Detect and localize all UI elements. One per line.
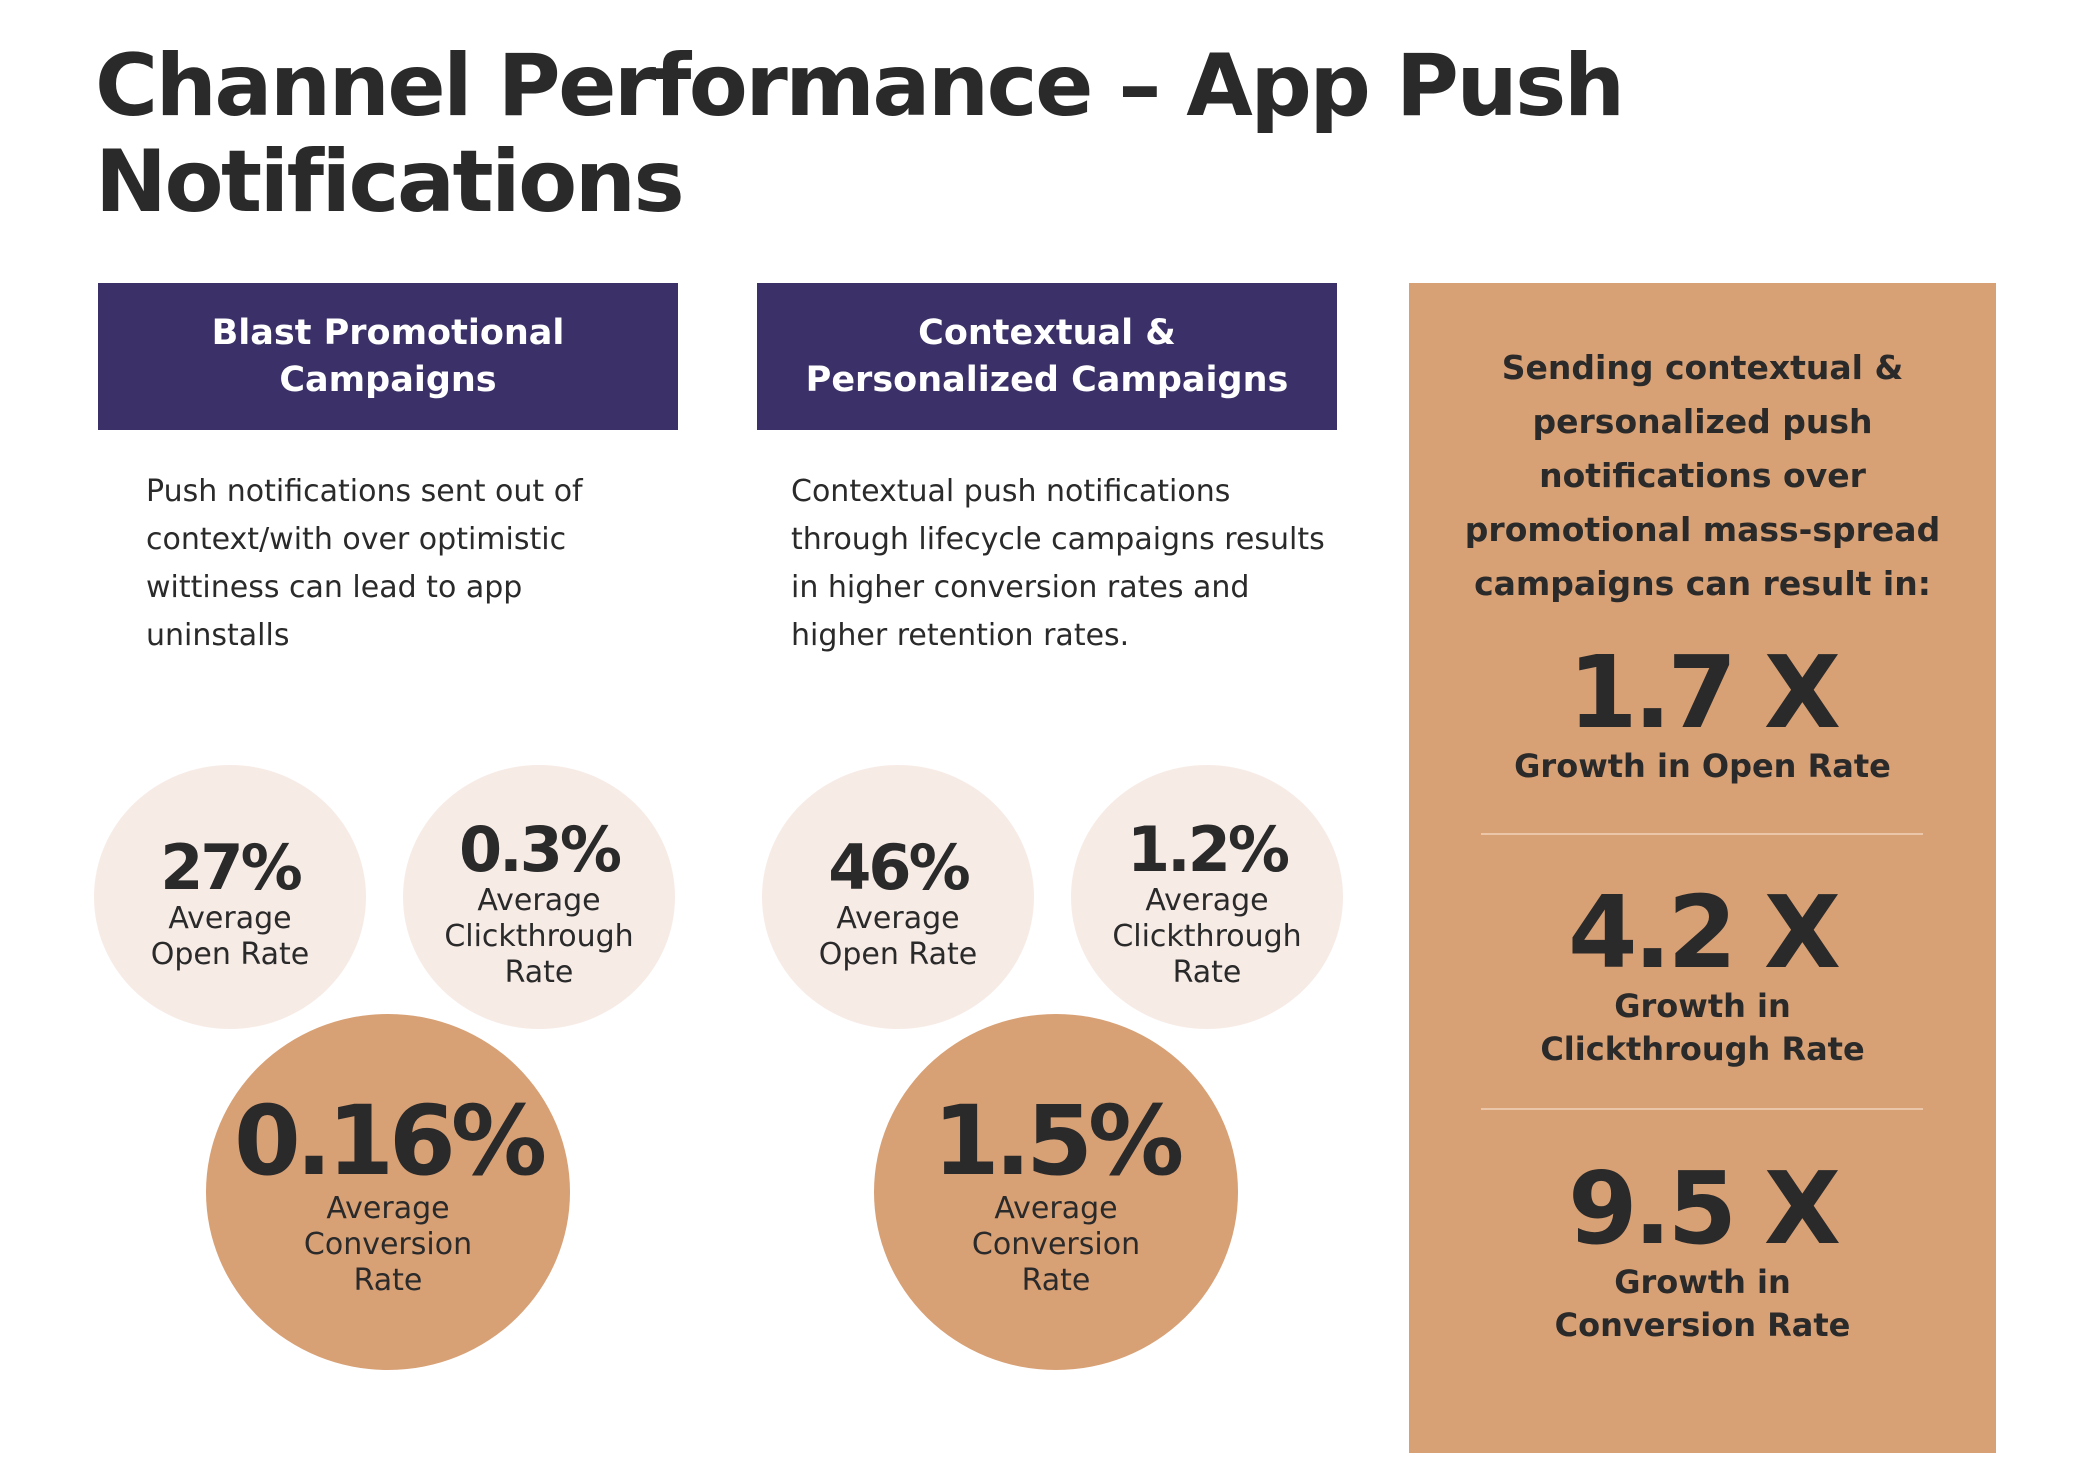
- stat-divider: [1481, 1108, 1923, 1110]
- growth-conversion-rate-value: 9.5 X: [1567, 1150, 1841, 1267]
- blast-clickthrough-rate-circle: 0.3% Average Clickthrough Rate: [403, 765, 675, 1029]
- growth-conversion-rate-caption: Growth in Conversion Rate: [1554, 1263, 1851, 1344]
- blast-description: Push notifications sent out of context/w…: [146, 474, 583, 653]
- blast-campaigns-header: Blast Promotional Campaigns: [98, 283, 678, 430]
- contextual-open-rate-value: 46%: [828, 831, 970, 904]
- page-title: Channel Performance – App Push Notificat…: [95, 36, 1625, 232]
- contextual-clickthrough-rate-label: Average Clickthrough Rate: [1112, 883, 1302, 990]
- blast-conversion-rate-circle: 0.16% Average Conversion Rate: [206, 1014, 570, 1370]
- contextual-open-rate-label: Average Open Rate: [818, 901, 978, 972]
- blast-open-rate-circle: 27% Average Open Rate: [94, 765, 366, 1029]
- growth-summary-intro: Sending contextual & personalized push n…: [1464, 348, 1941, 603]
- stat-divider: [1481, 833, 1923, 835]
- growth-clickthrough-rate-stat: 4.2 X Growth in Clickthrough Rate: [1409, 881, 1996, 1071]
- contextual-description: Contextual push notifications through li…: [791, 474, 1325, 653]
- growth-open-rate-stat: 1.7 X Growth in Open Rate: [1409, 641, 1996, 788]
- contextual-conversion-rate-value: 1.5%: [932, 1085, 1184, 1197]
- blast-conversion-rate-value: 0.16%: [233, 1085, 547, 1197]
- contextual-clickthrough-rate-value: 1.2%: [1127, 813, 1290, 886]
- blast-open-rate-label: Average Open Rate: [150, 901, 310, 972]
- blast-conversion-rate-label: Average Conversion Rate: [303, 1191, 473, 1298]
- growth-conversion-rate-stat: 9.5 X Growth in Conversion Rate: [1409, 1157, 1996, 1347]
- blast-clickthrough-rate-value: 0.3%: [459, 813, 622, 886]
- contextual-clickthrough-rate-circle: 1.2% Average Clickthrough Rate: [1071, 765, 1343, 1029]
- blast-open-rate-value: 27%: [160, 831, 302, 904]
- contextual-campaigns-header: Contextual & Personalized Campaigns: [757, 283, 1337, 430]
- growth-clickthrough-rate-value: 4.2 X: [1567, 874, 1841, 991]
- contextual-conversion-rate-label: Average Conversion Rate: [971, 1191, 1141, 1298]
- growth-summary-panel: Sending contextual & personalized push n…: [1409, 283, 1996, 1453]
- contextual-conversion-rate-circle: 1.5% Average Conversion Rate: [874, 1014, 1238, 1370]
- growth-open-rate-caption: Growth in Open Rate: [1514, 747, 1891, 785]
- contextual-open-rate-circle: 46% Average Open Rate: [762, 765, 1034, 1029]
- growth-clickthrough-rate-caption: Growth in Clickthrough Rate: [1540, 987, 1865, 1068]
- growth-open-rate-value: 1.7 X: [1567, 634, 1841, 751]
- blast-clickthrough-rate-label: Average Clickthrough Rate: [444, 883, 634, 990]
